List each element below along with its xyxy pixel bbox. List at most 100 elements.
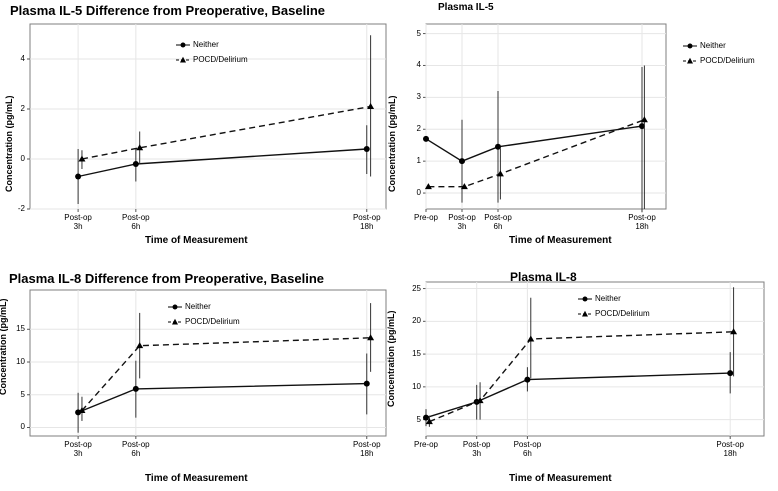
data-point-pocd-delirium — [496, 170, 504, 177]
legend-item-pocd-delirium: POCD/Delirium — [176, 52, 248, 67]
data-point-neither — [423, 414, 429, 421]
legend-marker-triangle — [578, 310, 592, 316]
data-point-neither — [423, 135, 429, 142]
plot-area — [27, 289, 387, 439]
legend-item-pocd-delirium: POCD/Delirium — [168, 314, 240, 329]
y-tick-label: 3 — [416, 92, 421, 102]
legend-marker-circle — [168, 304, 182, 309]
data-point-pocd-delirium — [460, 183, 468, 190]
chart-title: Plasma IL-8 Difference from Preoperative… — [9, 271, 325, 286]
series-line-neither — [425, 125, 643, 162]
x-axis-label: Time of Measurement — [509, 473, 612, 484]
plot-area — [423, 281, 765, 439]
plot-frame — [29, 289, 387, 437]
y-tick-label: 5 — [416, 28, 421, 38]
legend: Neither POCD/Delirium — [683, 38, 755, 68]
data-point-pocd-delirium — [78, 155, 86, 162]
y-tick-label: 5 — [20, 389, 25, 399]
chart-il8-difference: Plasma IL-8 Difference from Preoperative… — [0, 250, 389, 491]
data-point-pocd-delirium — [367, 103, 375, 109]
x-tick-label: Post-op 18h — [628, 213, 656, 231]
legend-marker-triangle — [168, 318, 182, 324]
y-axis-label: Concentration (pg/mL) — [0, 298, 8, 396]
data-point-neither — [75, 173, 82, 180]
data-point-neither — [363, 380, 370, 387]
y-tick-label: 5 — [416, 414, 421, 424]
data-point-neither — [639, 123, 645, 130]
legend-label: Neither — [595, 294, 621, 303]
chart-title: Plasma IL-5 — [438, 2, 494, 13]
plot-frame — [425, 23, 667, 210]
plot-frame — [425, 281, 765, 437]
legend-item-neither: Neither — [168, 299, 240, 314]
data-point-pocd-delirium — [476, 397, 484, 404]
legend-label: POCD/Delirium — [193, 55, 248, 64]
chart-il8: Plasma IL-8 Concentration (pg/mL) Time o… — [386, 250, 778, 491]
data-point-pocd-delirium — [367, 334, 375, 341]
data-point-neither — [75, 409, 82, 416]
x-tick-label: Pre-op — [413, 213, 438, 222]
series-line-neither — [425, 372, 731, 419]
data-point-pocd-delirium — [527, 335, 535, 342]
data-point-neither — [727, 370, 734, 377]
legend-marker-triangle — [176, 56, 190, 62]
chart-title: Plasma IL-8 — [510, 270, 577, 284]
y-axis-label: Concentration (pg/mL) — [387, 95, 397, 193]
y-tick-label: 0 — [20, 154, 25, 163]
chart-il5: Plasma IL-5 Concentration (pg/mL) Time o… — [387, 0, 778, 250]
y-tick-label: 15 — [412, 349, 421, 359]
y-tick-label: 15 — [16, 324, 25, 334]
x-tick-label: Post-op 3h — [462, 440, 491, 458]
y-tick-label: 2 — [20, 104, 25, 113]
y-tick-label: 10 — [412, 381, 421, 391]
x-tick-label: Post-op 18h — [352, 440, 381, 458]
x-axis-label: Time of Measurement — [145, 235, 248, 246]
data-point-neither — [363, 146, 370, 152]
legend-item-neither: Neither — [683, 38, 755, 53]
legend-marker-circle — [578, 296, 592, 301]
legend-item-pocd-delirium: POCD/Delirium — [578, 306, 650, 321]
legend-marker-triangle — [683, 57, 697, 63]
x-tick-label: Post-op 6h — [484, 213, 512, 231]
y-tick-label: 25 — [412, 283, 421, 293]
x-axis-label: Time of Measurement — [145, 473, 248, 484]
y-tick-label: 0 — [20, 422, 25, 432]
plot-area — [423, 23, 667, 213]
x-tick-label: Post-op 18h — [352, 213, 381, 231]
data-point-neither — [132, 161, 139, 167]
data-point-pocd-delirium — [136, 144, 144, 151]
legend-label: POCD/Delirium — [700, 56, 755, 65]
data-point-pocd-delirium — [78, 406, 86, 413]
data-point-neither — [459, 158, 465, 165]
legend: Neither POCD/Delirium — [176, 37, 248, 67]
x-axis-label: Time of Measurement — [509, 235, 612, 246]
chart-il5-difference: Plasma IL-5 Difference from Preoperative… — [0, 0, 389, 250]
y-tick-label: 4 — [416, 60, 421, 70]
data-point-pocd-delirium — [730, 328, 738, 335]
legend-marker-circle — [683, 43, 697, 48]
legend-item-pocd-delirium: POCD/Delirium — [683, 53, 755, 68]
y-tick-label: -2 — [17, 204, 25, 213]
data-point-neither — [524, 376, 531, 383]
legend-item-neither: Neither — [176, 37, 248, 52]
data-point-neither — [132, 385, 139, 392]
legend-label: POCD/Delirium — [595, 309, 650, 318]
legend-label: Neither — [700, 41, 726, 50]
y-tick-label: 20 — [412, 316, 421, 326]
data-point-pocd-delirium — [136, 342, 144, 349]
x-tick-label: Post-op 3h — [448, 213, 476, 231]
data-point-pocd-delirium — [640, 116, 648, 123]
series-line-pocd-delirium — [429, 331, 734, 423]
series-line-pocd-delirium — [81, 337, 371, 411]
y-tick-label: 10 — [16, 357, 25, 367]
x-tick-label: Post-op 18h — [716, 440, 744, 458]
x-tick-label: Post-op 6h — [513, 440, 542, 458]
series-line-pocd-delirium — [428, 119, 645, 188]
legend-marker-circle — [176, 42, 190, 47]
y-tick-label: 2 — [416, 124, 421, 134]
data-point-neither — [495, 143, 501, 150]
y-axis-label: Concentration (pg/mL) — [386, 310, 396, 408]
legend: Neither POCD/Delirium — [578, 291, 650, 321]
y-tick-label: 4 — [20, 54, 25, 63]
legend-label: Neither — [185, 302, 211, 311]
